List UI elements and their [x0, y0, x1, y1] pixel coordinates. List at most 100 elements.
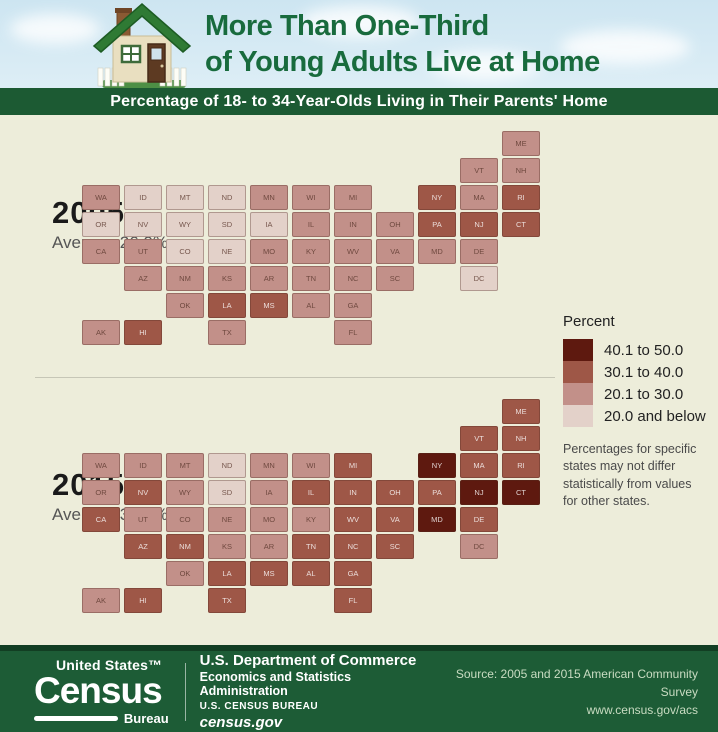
state-tile-AR: AR	[250, 266, 288, 291]
state-tile-MO: MO	[250, 239, 288, 264]
state-tile-DE: DE	[460, 507, 498, 532]
state-tile-TX: TX	[208, 320, 246, 345]
state-tile-RI: RI	[502, 453, 540, 478]
state-tile-WA: WA	[82, 185, 120, 210]
footer-department: U.S. Department of Commerce	[199, 652, 417, 669]
logo-united-states: United States™	[56, 656, 163, 673]
state-tile-MS: MS	[250, 293, 288, 318]
choropleth-map-2005: ME VT NH WA ID MT ND MN WI MI NY MA RI OR NV WY SD IA IL IN…	[82, 131, 544, 347]
state-tile-ME: ME	[502, 399, 540, 424]
state-tile-NE: NE	[208, 239, 246, 264]
state-tile-MA: MA	[460, 453, 498, 478]
cloud-decoration	[430, 52, 540, 80]
state-tile-VA: VA	[376, 507, 414, 532]
cloud-decoration	[300, 6, 420, 38]
state-tile-OH: OH	[376, 480, 414, 505]
choropleth-map-2015: ME VT NH WA ID MT ND MN WI MI NY MA RI OR NV WY SD IA IL IN…	[82, 399, 544, 615]
state-tile-CA: CA	[82, 239, 120, 264]
state-tile-MI: MI	[334, 453, 372, 478]
state-tile-GA: GA	[334, 293, 372, 318]
state-tile-VT: VT	[460, 158, 498, 183]
state-tile-OK: OK	[166, 293, 204, 318]
state-tile-NV: NV	[124, 480, 162, 505]
state-tile-UT: UT	[124, 239, 162, 264]
state-tile-NH: NH	[502, 158, 540, 183]
state-tile-LA: LA	[208, 561, 246, 586]
state-tile-AZ: AZ	[124, 266, 162, 291]
footer-source-block: Source: 2005 and 2015 American Community…	[430, 665, 698, 719]
header: More Than One-Third of Young Adults Live…	[0, 0, 718, 88]
footer-source-line: Source: 2005 and 2015 American Community…	[455, 666, 698, 699]
state-tile-SD: SD	[208, 480, 246, 505]
state-tile-AL: AL	[292, 561, 330, 586]
legend-items: 40.1 to 50.0 30.1 to 40.0 20.1 to 30.0 20.0…	[563, 339, 713, 427]
legend: Percent 40.1 to 50.0 30.1 to 40.0 20.1 to …	[563, 313, 713, 510]
state-tile-TX: TX	[208, 588, 246, 613]
state-tile-NJ: NJ	[460, 480, 498, 505]
state-tile-NY: NY	[418, 453, 456, 478]
state-tile-GA: GA	[334, 561, 372, 586]
footer-agency-block: U.S. Department of Commerce Economics an…	[200, 652, 430, 731]
state-tile-TN: TN	[292, 534, 330, 559]
state-tile-WA: WA	[82, 453, 120, 478]
state-tile-NM: NM	[166, 534, 204, 559]
state-tile-VT: VT	[460, 426, 498, 451]
state-tile-TN: TN	[292, 266, 330, 291]
state-tile-NC: NC	[334, 266, 372, 291]
state-tile-WI: WI	[292, 453, 330, 478]
legend-title: Percent	[563, 313, 615, 330]
logo-bureau-row: Bureau	[34, 711, 169, 726]
state-tile-KS: KS	[208, 266, 246, 291]
state-tile-MT: MT	[166, 453, 204, 478]
legend-item: 30.1 to 40.0	[563, 361, 713, 383]
cloud-decoration	[560, 30, 690, 64]
state-tile-AR: AR	[250, 534, 288, 559]
legend-label: 20.0 and below	[604, 407, 706, 425]
state-tile-IL: IL	[292, 212, 330, 237]
state-tile-AZ: AZ	[124, 534, 162, 559]
legend-item: 40.1 to 50.0	[563, 339, 713, 361]
state-tile-NV: NV	[124, 212, 162, 237]
state-tile-NE: NE	[208, 507, 246, 532]
state-tile-KY: KY	[292, 507, 330, 532]
footer-census-gov: census.gov	[199, 714, 283, 731]
state-tile-MT: MT	[166, 185, 204, 210]
state-tile-CT: CT	[502, 480, 540, 505]
legend-swatch	[563, 339, 593, 361]
state-tile-HI: HI	[124, 588, 162, 613]
legend-label: 40.1 to 50.0	[604, 341, 684, 359]
state-tile-MD: MD	[418, 239, 456, 264]
state-tile-NY: NY	[418, 185, 456, 210]
title-line-2: of Young Adults Live at Home	[205, 46, 600, 78]
state-tile-ME: ME	[502, 131, 540, 156]
state-tile-NC: NC	[334, 534, 372, 559]
state-tile-FL: FL	[334, 320, 372, 345]
legend-swatch	[563, 405, 593, 427]
state-tile-DC: DC	[460, 534, 498, 559]
state-tile-WV: WV	[334, 239, 372, 264]
state-tile-SD: SD	[208, 212, 246, 237]
state-tile-CA: CA	[82, 507, 120, 532]
state-tile-WY: WY	[166, 212, 204, 237]
state-tile-OR: OR	[82, 480, 120, 505]
census-bureau-logo: United States™ Census Bureau	[34, 657, 169, 726]
legend-item: 20.1 to 30.0	[563, 383, 713, 405]
content-area: 2005 Average 26.0% MEVTNHWAIDMTNDMNWIMIN…	[0, 115, 718, 645]
state-tile-SC: SC	[376, 534, 414, 559]
state-tile-WY: WY	[166, 480, 204, 505]
title-line-1: More Than One-Third	[205, 10, 489, 42]
state-tile-IA: IA	[250, 212, 288, 237]
state-tile-MO: MO	[250, 507, 288, 532]
legend-label: 20.1 to 30.0	[604, 385, 684, 403]
state-tile-SC: SC	[376, 266, 414, 291]
state-tile-ND: ND	[208, 185, 246, 210]
state-tile-IN: IN	[334, 480, 372, 505]
state-tile-MI: MI	[334, 185, 372, 210]
state-tile-NH: NH	[502, 426, 540, 451]
state-tile-DE: DE	[460, 239, 498, 264]
state-tile-MS: MS	[250, 561, 288, 586]
state-tile-OH: OH	[376, 212, 414, 237]
state-tile-CO: CO	[166, 239, 204, 264]
state-tile-MD: MD	[418, 507, 456, 532]
state-tile-IA: IA	[250, 480, 288, 505]
